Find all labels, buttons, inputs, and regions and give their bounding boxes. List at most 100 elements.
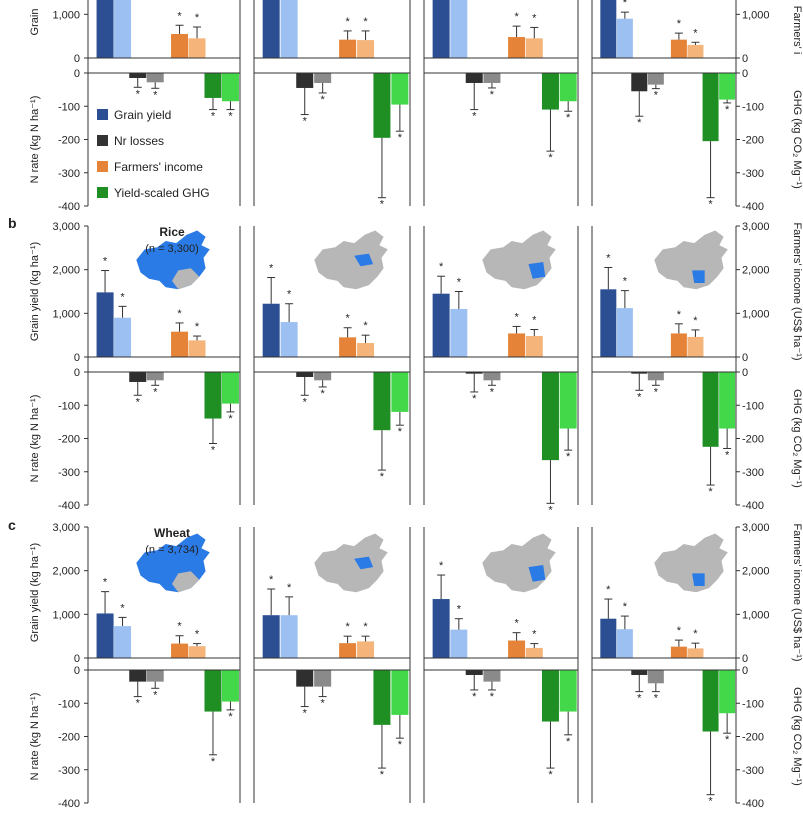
y-axis-title-right-top: Farmers' income (US$ ha⁻¹)	[791, 523, 803, 661]
significance-mark: *	[566, 451, 571, 463]
ghg-bar-default	[204, 73, 222, 98]
tick-label: 0	[742, 653, 748, 665]
tick-label: 0	[74, 68, 80, 80]
income-bar-default	[508, 37, 526, 58]
grain-bar-default	[262, 0, 280, 58]
ghg-bar-optimized	[559, 670, 577, 712]
china-map	[654, 230, 728, 290]
china-map	[482, 533, 556, 593]
significance-mark: *	[380, 769, 385, 781]
significance-mark: *	[228, 111, 233, 123]
income-bar-optimized	[687, 44, 704, 58]
significance-mark: *	[120, 602, 125, 614]
chart-cell-0-1: * * * * * *	[253, 0, 411, 211]
significance-mark: *	[211, 756, 216, 768]
significance-mark: *	[532, 629, 537, 641]
significance-mark: *	[472, 691, 477, 703]
nr-bar-default	[465, 73, 483, 83]
tick-label: 1,000	[52, 9, 80, 21]
grain-bar-optimized	[114, 0, 132, 58]
chart-cell-2-1: * * * * * * * *	[253, 527, 411, 803]
significance-mark: *	[725, 449, 730, 461]
chart-cell-1-2: * * * * * * * *	[423, 226, 579, 516]
nr-bar-optimized	[146, 670, 164, 682]
significance-mark: *	[363, 16, 368, 28]
tick-label: 0	[742, 352, 748, 364]
legend-label: Yield-scaled GHG	[114, 186, 210, 200]
ghg-bar-optimized	[719, 73, 736, 100]
nr-bar-optimized	[483, 670, 501, 682]
significance-mark: *	[228, 413, 233, 425]
significance-mark: *	[606, 252, 611, 264]
income-bar-default	[339, 643, 357, 658]
significance-mark: *	[623, 0, 628, 9]
significance-mark: *	[548, 152, 553, 164]
income-bar-default	[171, 33, 189, 58]
ghg-bar-optimized	[559, 372, 577, 429]
y-axis-title-right-top: Farmers' income (US$ ha⁻¹)	[791, 222, 803, 360]
ghg-bar-optimized	[391, 73, 409, 105]
significance-mark: *	[195, 321, 200, 333]
grain-bar-default	[432, 0, 450, 58]
grain-bar-optimized	[616, 18, 633, 58]
tick-label: 0	[74, 665, 80, 677]
significance-mark: *	[153, 89, 158, 101]
tick-label: -400	[742, 798, 764, 810]
significance-mark: *	[136, 88, 141, 100]
chart-panels: * ** ** ** ****** ***************************…	[87, 0, 737, 808]
grain-bar-optimized	[450, 0, 468, 58]
income-bar-optimized	[188, 646, 206, 658]
income-bar-default	[508, 640, 526, 658]
significance-mark: *	[228, 711, 233, 723]
significance-mark: *	[120, 291, 125, 303]
china-map-region	[528, 262, 546, 279]
chart-cell-0-3: * * * * * * *	[591, 0, 737, 211]
tick-label: 0	[74, 352, 80, 364]
income-bar-optimized	[525, 647, 543, 658]
tick-label: 0	[74, 653, 80, 665]
income-bar-optimized	[357, 40, 375, 58]
significance-mark: *	[677, 625, 682, 637]
significance-mark: *	[211, 111, 216, 123]
significance-mark: *	[637, 391, 642, 403]
significance-mark: *	[287, 289, 292, 301]
significance-mark: *	[380, 199, 385, 211]
significance-mark: *	[398, 132, 403, 144]
tick-label: -200	[742, 732, 764, 744]
tick-label: -400	[58, 500, 80, 512]
significance-mark: *	[693, 628, 698, 640]
tick-label: 1,000	[52, 308, 80, 320]
nr-bar-optimized	[314, 372, 332, 381]
tick-label: -200	[742, 434, 764, 446]
significance-mark: *	[654, 386, 659, 398]
tick-label: -100	[58, 698, 80, 710]
grain-bar-default	[432, 599, 450, 658]
significance-mark: *	[363, 621, 368, 633]
significance-mark: *	[211, 444, 216, 456]
significance-mark: *	[103, 256, 108, 268]
tick-label: -100	[742, 101, 764, 113]
grain-bar-optimized	[280, 615, 298, 658]
tick-label: 2,000	[52, 265, 80, 277]
tick-label: -400	[742, 201, 764, 213]
tick-label: -300	[742, 467, 764, 479]
significance-mark: *	[606, 584, 611, 596]
y-axis-title-left-top: Grain yield (kg ha⁻¹)	[29, 543, 41, 642]
legend-item: Nr losses	[97, 134, 164, 148]
chart-cell-1-3: * * * * * * * *	[591, 226, 737, 505]
tick-label: 1,000	[742, 9, 770, 21]
tick-label: 0	[74, 53, 80, 65]
significance-mark: *	[654, 90, 659, 102]
grain-bar-default	[96, 292, 114, 357]
significance-mark: *	[637, 117, 642, 129]
significance-mark: *	[708, 199, 713, 211]
significance-mark: *	[380, 471, 385, 483]
grain-bar-optimized	[616, 308, 633, 357]
china-map-region	[692, 573, 705, 586]
significance-mark: *	[677, 18, 682, 30]
nr-bar-default	[296, 372, 314, 377]
income-bar-optimized	[525, 38, 543, 58]
china-map-shape	[314, 533, 388, 593]
